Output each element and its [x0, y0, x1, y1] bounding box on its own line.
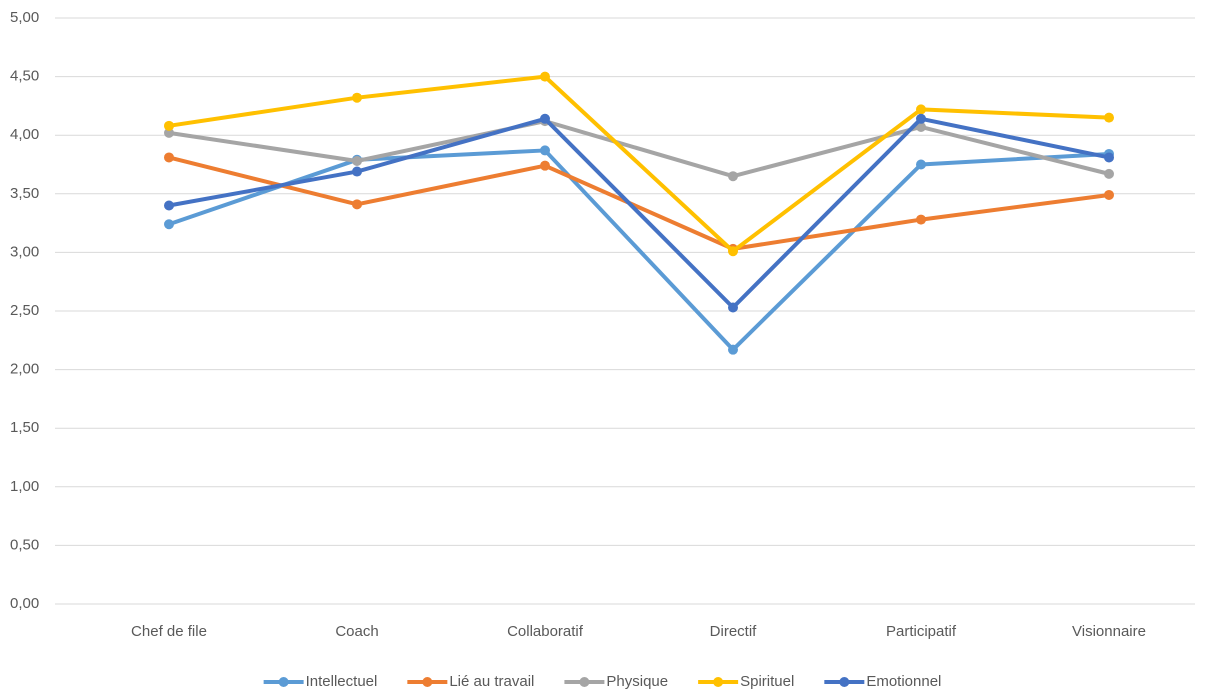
series-marker [728, 302, 738, 313]
y-tick-label: 3,00 [10, 243, 39, 260]
legend-marker [422, 677, 433, 687]
series-marker [1104, 189, 1114, 200]
legend-label: Emotionnel [866, 673, 941, 690]
y-tick-label: 0,00 [10, 595, 39, 612]
y-tick-label: 2,00 [10, 361, 39, 378]
y-tick-label: 1,00 [10, 478, 39, 495]
series-marker [1104, 168, 1114, 179]
x-tick-label: Chef de file [131, 623, 207, 640]
series-marker [164, 127, 174, 138]
legend-label: Intellectuel [306, 673, 378, 690]
series-line [168, 148, 1110, 352]
series-line [168, 116, 1110, 310]
x-tick-label: Visionnaire [1072, 623, 1146, 640]
y-tick-label: 0,50 [10, 536, 39, 553]
series-marker [916, 104, 926, 115]
series-marker [916, 214, 926, 225]
series-line [168, 155, 1110, 251]
y-tick-label: 5,00 [10, 9, 39, 26]
x-tick-label: Coach [335, 623, 378, 640]
x-tick-label: Collaboratif [507, 623, 584, 640]
y-tick-label: 1,50 [10, 419, 39, 436]
series-marker [916, 113, 926, 124]
series-marker [540, 113, 550, 124]
series-marker [728, 246, 738, 257]
series-marker [1104, 152, 1114, 163]
legend-label: Spirituel [740, 673, 794, 690]
series-marker [728, 344, 738, 355]
x-tick-label: Participatif [886, 623, 957, 640]
series-marker [540, 71, 550, 82]
series-marker [352, 199, 362, 210]
legend-label: Lié au travail [449, 673, 534, 690]
series-marker [540, 145, 550, 156]
x-tick-label: Directif [710, 623, 758, 640]
y-tick-label: 2,50 [10, 302, 39, 319]
series-marker [164, 152, 174, 163]
legend-marker [713, 677, 724, 687]
series-marker [1104, 112, 1114, 123]
series-marker [916, 159, 926, 170]
series-marker [164, 120, 174, 131]
series-marker [916, 121, 926, 132]
series-line [168, 119, 1110, 179]
series-marker [352, 155, 362, 166]
series-marker [352, 166, 362, 177]
legend-marker [839, 677, 850, 687]
y-tick-label: 3,50 [10, 185, 39, 202]
series-marker [728, 171, 738, 182]
series-marker [164, 200, 174, 211]
series-marker [540, 160, 550, 171]
y-tick-label: 4,50 [10, 68, 39, 85]
legend-marker [278, 677, 289, 687]
legend-marker [579, 677, 590, 687]
y-tick-label: 4,00 [10, 126, 39, 143]
series-marker [164, 219, 174, 230]
series-line [168, 74, 1110, 254]
legend-label: Physique [606, 673, 668, 690]
series-marker [352, 92, 362, 103]
